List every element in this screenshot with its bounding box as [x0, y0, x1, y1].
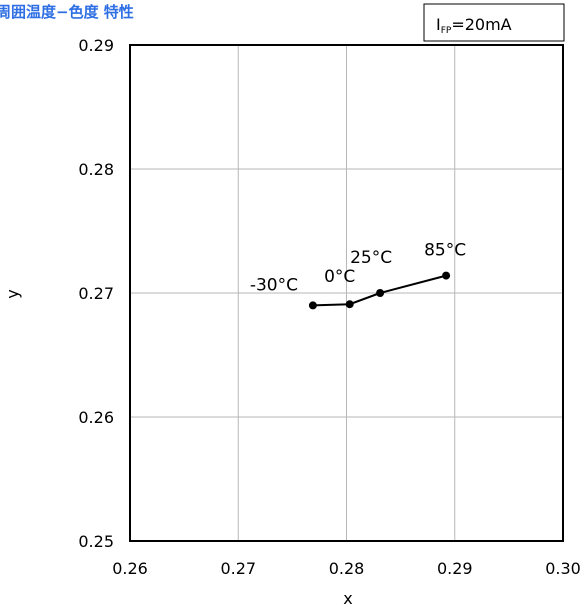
series-line [312, 274, 447, 307]
temperature-label: 85°C [424, 241, 466, 261]
legend-subscript: FP [441, 26, 452, 36]
x-tick-label: 0.28 [329, 559, 365, 578]
legend-value: =20mA [451, 15, 511, 34]
legend-box: IFP=20mA [423, 3, 565, 42]
data-point [442, 271, 451, 280]
temperature-label: 25°C [350, 248, 392, 268]
x-tick-label: 0.26 [112, 559, 148, 578]
y-tick-label: 0.26 [78, 408, 114, 427]
data-point [376, 289, 385, 297]
y-tick-label: 0.29 [78, 36, 114, 55]
series-layer: -30°C 0°C25°C 85°C [250, 241, 466, 310]
y-tick-label: 0.28 [78, 160, 114, 179]
legend-frame [423, 3, 565, 42]
legend-symbol: I [436, 15, 441, 34]
data-point [308, 301, 317, 310]
tick-layer: 0.26 0.27 0.28 0.29 0.30 0.29 0.28 0.27 0.26 0.25 [78, 36, 580, 578]
grid-layer [130, 45, 563, 541]
data-point [345, 300, 354, 309]
temperature-label: -30°C [250, 275, 298, 295]
y-axis-label: y [3, 289, 22, 298]
y-tick-label: 0.27 [78, 284, 114, 303]
x-tick-label: 0.30 [545, 559, 581, 578]
x-tick-label: 0.29 [437, 559, 473, 578]
chart-title: 周囲温度−色度 特性 [0, 3, 134, 21]
temperature-label: 0°C [324, 267, 355, 287]
y-tick-label: 0.25 [78, 532, 114, 551]
plot-frame [129, 44, 564, 542]
x-axis-label: x [343, 589, 352, 608]
legend-text: IFP=20mA [436, 15, 512, 36]
x-tick-label: 0.27 [220, 559, 256, 578]
